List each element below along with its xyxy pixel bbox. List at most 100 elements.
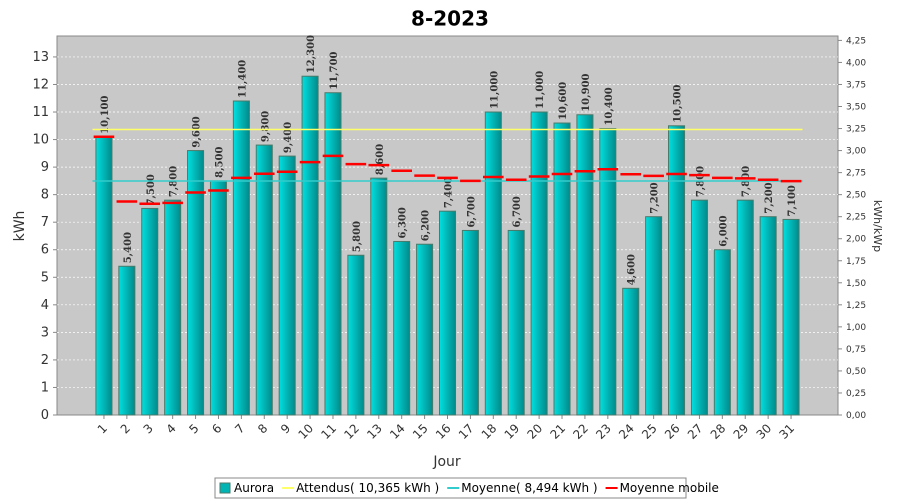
bar [622,287,640,416]
y-tick-label: 8 [41,188,49,203]
bar [736,199,754,416]
y-axis-label: kWh [12,211,28,242]
bar [278,155,296,416]
x-tick-label: 15 [410,421,431,442]
legend-label: Moyenne( 8,494 kWh ) [461,481,597,495]
x-tick-label: 12 [341,421,362,442]
value-label: 6,700 [466,196,477,227]
value-label: 10,500 [673,84,684,122]
bar [576,114,594,416]
x-tick-label: 13 [364,421,385,442]
y2-axis-label: kWh/kWp [871,200,884,252]
value-label: 9,800 [260,111,271,142]
x-tick-label: 5 [186,421,201,436]
y-tick-label: 13 [32,50,49,65]
bar [393,240,411,416]
bar [416,243,434,416]
value-label: 6,300 [398,207,409,238]
x-tick-label: 22 [570,421,591,442]
x-tick-label: 27 [685,421,706,442]
bar [461,229,479,416]
legend-item: Aurora [219,481,274,495]
value-label: 6,000 [718,215,729,246]
y2-tick-label: 3,25 [846,125,866,135]
value-label: 8,600 [375,144,386,175]
value-label: 5,800 [352,221,363,252]
y2-tick-label: 4,00 [846,58,866,68]
y-tick-label: 2 [41,353,49,368]
y-tick-label: 1 [41,380,49,395]
value-label: 7,200 [764,182,775,213]
bar [347,254,365,416]
y2-tick-label: 1,00 [846,323,866,333]
x-tick-label: 16 [433,421,454,442]
value-label: 12,300 [306,35,317,73]
value-label: 9,400 [283,122,294,153]
value-label: 10,100 [100,95,111,133]
x-tick-label: 30 [754,421,775,442]
value-label: 7,400 [444,177,455,208]
bar [232,100,250,416]
x-tick-label: 7 [232,421,247,436]
y2-tick-label: 1,75 [846,257,866,267]
x-tick-label: 1 [95,421,110,436]
bar [484,111,502,416]
y2-tick-label: 2,75 [846,169,866,179]
value-label: 11,700 [329,51,340,89]
bar [118,265,136,416]
legend-item: Moyenne mobile [605,481,719,495]
bar [645,216,663,416]
bar [713,249,731,416]
bar [599,128,617,416]
x-tick-label: 6 [209,421,224,436]
x-tick-label: 19 [502,421,523,442]
y2-tick-label: 0,00 [846,411,866,421]
y-tick-label: 10 [32,133,49,148]
x-tick-label: 11 [318,421,339,442]
bar [370,177,388,416]
bar [782,218,800,416]
legend-swatch [219,482,231,494]
x-tick-label: 4 [163,421,178,436]
chart-title: 8-2023 [411,7,489,31]
y2-tick-label: 3,75 [846,80,866,90]
x-tick-label: 23 [593,421,614,442]
y2-tick-label: 1,25 [846,301,866,311]
x-tick-label: 18 [479,421,500,442]
value-label: 4,600 [627,254,638,285]
bar [164,199,182,416]
y2-tick-label: 0,75 [846,345,866,355]
bar [668,125,686,416]
bar [301,75,319,416]
y-tick-label: 6 [41,243,49,258]
x-tick-label: 2 [118,421,133,436]
x-tick-label: 28 [708,421,729,442]
x-tick-label: 29 [731,421,752,442]
legend-label: Moyenne mobile [620,481,719,495]
legend-label: Aurora [234,481,274,495]
bar [759,216,777,416]
value-label: 7,500 [146,174,157,205]
value-label: 11,400 [237,60,248,98]
y2-tick-label: 2,25 [846,213,866,223]
y2-tick-label: 2,00 [846,235,866,245]
value-label: 7,100 [787,185,798,216]
x-tick-label: 17 [456,421,477,442]
x-tick-label: 24 [616,421,637,442]
y-tick-label: 3 [41,325,49,340]
x-tick-label: 26 [662,421,683,442]
x-tick-label: 14 [387,421,408,442]
value-label: 9,600 [192,116,203,147]
bar [507,229,525,416]
value-label: 11,000 [489,71,500,109]
bar [187,150,205,416]
y-tick-label: 9 [41,160,49,175]
bar [553,122,571,416]
x-axis-label: Jour [432,454,461,470]
y2-tick-label: 0,25 [846,389,866,399]
bar [530,111,548,416]
x-tick-label: 10 [295,421,316,442]
x-tick-label: 31 [776,421,797,442]
bar [255,144,273,416]
value-label: 10,600 [558,82,569,120]
